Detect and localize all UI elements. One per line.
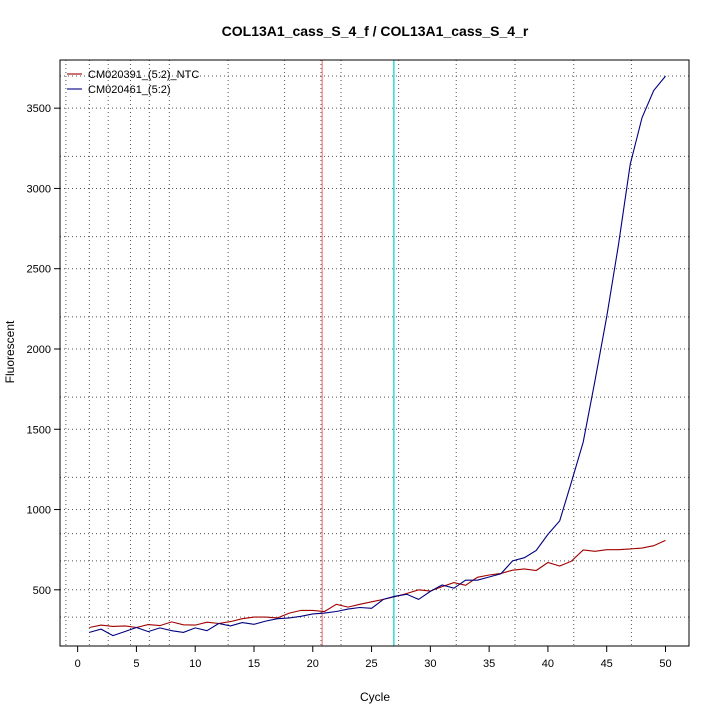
y-tick-label: 1500 [27,424,51,436]
series-lines [89,75,666,637]
y-tick-label: 500 [33,585,51,597]
y-tick-label: 3500 [27,103,51,115]
legend-label: CM020461_(5:2) [88,84,171,96]
y-axis-label: Fluorescent [3,320,17,383]
y-tick-label: 2500 [27,264,51,276]
y-axis-ticks: 500 1000 1500 2000 2500 3000 3500 [27,103,60,597]
chart-title: COL13A1_cass_S_4_f / COL13A1_cass_S_4_r [222,23,529,39]
legend: CM020391_(5:2)_NTC CM020461_(5:2) [67,69,199,96]
y-tick-label: 1000 [27,505,51,517]
y-tick-label: 3000 [27,183,51,195]
x-tick-label: 30 [424,658,436,670]
plot-frame [59,59,690,647]
y-tick-label: 2000 [27,344,51,356]
series-line-2 [89,75,666,637]
grid-lines [60,60,689,646]
x-axis-label: Cycle [360,690,390,704]
legend-label: CM020391_(5:2)_NTC [88,69,199,81]
x-axis-ticks: 0 5 10 15 20 25 30 35 40 45 50 [75,646,672,670]
x-tick-label: 5 [133,658,139,670]
x-tick-label: 45 [601,658,613,670]
x-tick-label: 50 [659,658,671,670]
x-tick-label: 20 [307,658,319,670]
threshold-lines [321,60,395,646]
series-line-1 [89,539,666,629]
x-tick-label: 35 [483,658,495,670]
x-tick-label: 15 [248,658,260,670]
x-tick-label: 10 [189,658,201,670]
x-tick-label: 0 [75,658,81,670]
x-tick-label: 40 [542,658,554,670]
x-tick-label: 25 [365,658,377,670]
